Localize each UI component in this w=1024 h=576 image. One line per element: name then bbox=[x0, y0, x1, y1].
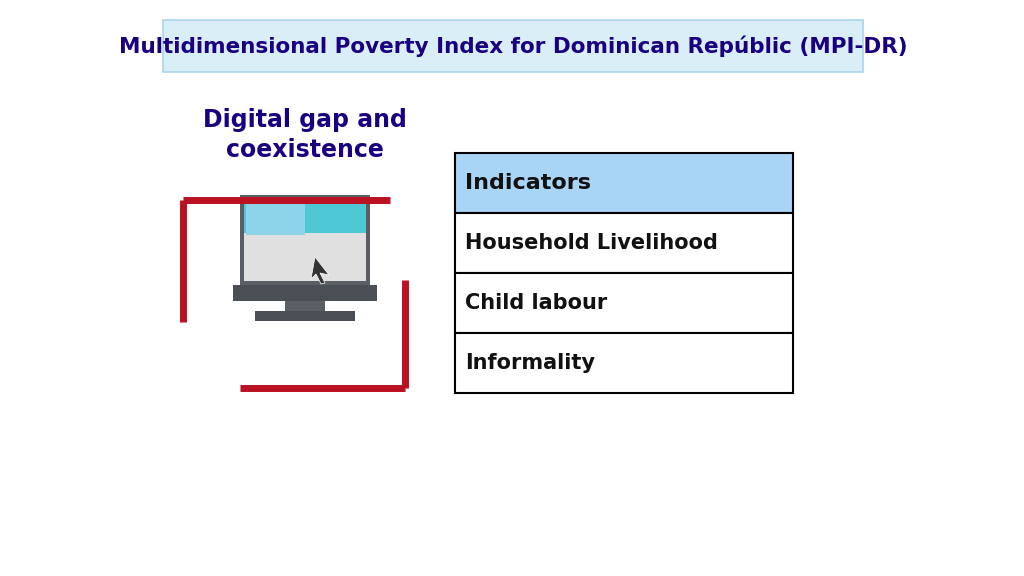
Bar bbox=[455, 213, 793, 273]
Text: Child labour: Child labour bbox=[465, 293, 607, 313]
Bar bbox=[455, 153, 793, 213]
Text: Informality: Informality bbox=[465, 353, 595, 373]
Bar bbox=[244, 199, 366, 281]
Bar bbox=[244, 199, 366, 233]
Bar bbox=[455, 273, 793, 333]
Bar bbox=[163, 20, 863, 72]
Bar bbox=[233, 285, 377, 301]
Bar bbox=[285, 301, 325, 311]
Text: Digital gap and
coexistence: Digital gap and coexistence bbox=[203, 108, 407, 162]
Text: Multidimensional Poverty Index for Dominican Repúblic (MPI-DR): Multidimensional Poverty Index for Domin… bbox=[119, 35, 907, 57]
Bar bbox=[246, 204, 304, 236]
Polygon shape bbox=[311, 257, 329, 284]
Bar bbox=[455, 333, 793, 393]
Bar bbox=[240, 195, 370, 285]
Bar bbox=[255, 311, 355, 321]
Text: Household Livelihood: Household Livelihood bbox=[465, 233, 718, 253]
Text: Indicators: Indicators bbox=[465, 173, 591, 193]
